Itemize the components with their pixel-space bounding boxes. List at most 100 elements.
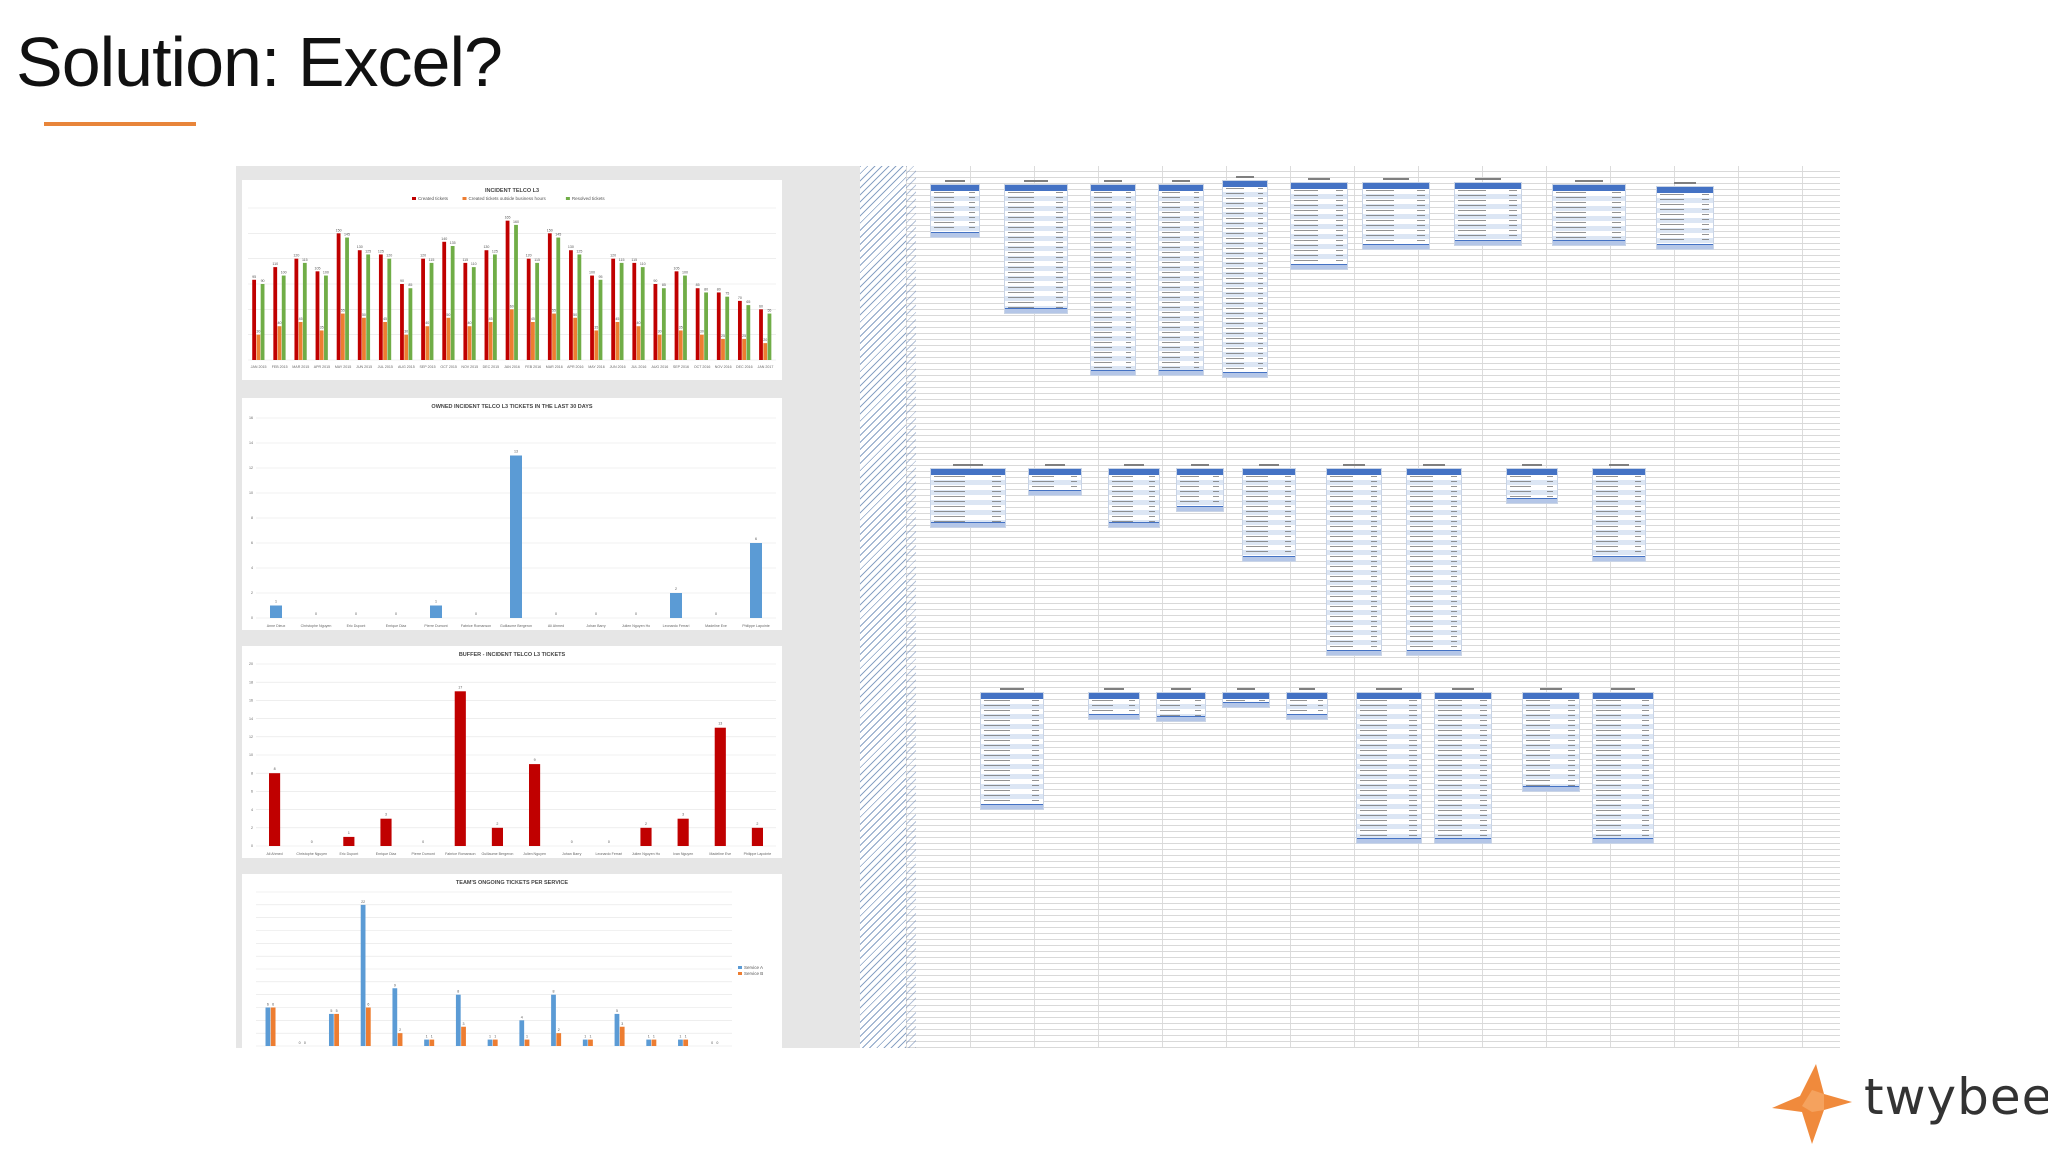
pivot-caption <box>1109 462 1159 468</box>
pivot-table[interactable] <box>1290 178 1348 270</box>
pivot-header[interactable] <box>1287 693 1327 699</box>
data-label: 95 <box>252 275 256 279</box>
pivot-table[interactable] <box>1222 688 1270 708</box>
bar <box>336 233 341 360</box>
data-label: 9 <box>394 983 396 987</box>
pivot-table[interactable] <box>1552 180 1626 246</box>
data-label: 1 <box>435 600 437 604</box>
data-label: 85 <box>662 283 666 287</box>
y-tick-label: 0 <box>251 844 253 848</box>
pivot-rows <box>1363 189 1429 249</box>
pivot-table[interactable] <box>1108 464 1160 528</box>
pivot-table[interactable] <box>1286 688 1328 720</box>
y-tick-label: 4 <box>251 808 253 812</box>
pivot-table[interactable] <box>1506 464 1558 504</box>
pivot-table[interactable] <box>930 180 980 238</box>
bar <box>365 1007 371 1046</box>
data-label: 160 <box>513 220 519 224</box>
data-label: 0 <box>608 840 610 844</box>
pivot-header[interactable] <box>1091 185 1135 191</box>
pivot-table[interactable] <box>1592 464 1646 562</box>
pivot-header[interactable] <box>1005 185 1067 191</box>
bar <box>636 326 641 360</box>
pivot-table[interactable] <box>1242 464 1296 562</box>
pivot-header[interactable] <box>1593 693 1653 699</box>
pivot-header[interactable] <box>1177 469 1223 475</box>
pivot-table[interactable] <box>1088 688 1140 720</box>
y-tick-label: 12 <box>249 466 253 470</box>
data-label: 45 <box>489 317 493 321</box>
pivot-table[interactable] <box>1326 464 1382 656</box>
bar <box>488 322 493 360</box>
pivot-header[interactable] <box>1223 181 1267 187</box>
data-label: 1 <box>348 831 350 835</box>
x-tick-label: JAN 2017 <box>758 365 774 369</box>
pivot-header[interactable] <box>1223 693 1269 699</box>
pivot-header[interactable] <box>1407 469 1461 475</box>
pivot-table[interactable] <box>1156 688 1206 722</box>
pivot-header[interactable] <box>1435 693 1491 699</box>
pivot-table[interactable] <box>1454 178 1522 246</box>
pivot-header[interactable] <box>931 469 1005 475</box>
pivot-table[interactable] <box>1028 464 1082 496</box>
pivot-header[interactable] <box>1553 185 1625 191</box>
pivot-table[interactable] <box>1592 688 1654 844</box>
pivot-table[interactable] <box>1656 182 1714 250</box>
pivot-header[interactable] <box>1363 183 1429 189</box>
pivot-table[interactable] <box>1090 180 1136 376</box>
bar <box>270 1007 276 1046</box>
x-tick-label: OCT 2015 <box>440 365 457 369</box>
pivot-header[interactable] <box>1157 693 1205 699</box>
pivot-table[interactable] <box>980 688 1044 810</box>
x-tick-label: Christophe Nguyen <box>296 852 327 856</box>
pivot-table[interactable] <box>1356 688 1422 844</box>
pivot-table[interactable] <box>1406 464 1462 656</box>
bar <box>640 267 645 360</box>
pivot-table[interactable] <box>1434 688 1492 844</box>
bar <box>615 322 620 360</box>
data-label: 9 <box>534 758 536 762</box>
data-label: 30 <box>404 330 408 334</box>
pivot-table[interactable] <box>1158 180 1204 376</box>
pivot-header[interactable] <box>1029 469 1081 475</box>
pivot-header[interactable] <box>1507 469 1557 475</box>
data-label: 13 <box>514 450 518 454</box>
bar <box>357 250 362 360</box>
pivot-table[interactable] <box>1222 176 1268 378</box>
pivot-header[interactable] <box>931 185 979 191</box>
pivot-rows <box>1593 699 1653 843</box>
pivot-header[interactable] <box>1291 183 1347 189</box>
y-tick-label: 6 <box>251 790 253 794</box>
pivot-header[interactable] <box>1243 469 1295 475</box>
pivot-grand-total <box>1091 370 1135 375</box>
pivot-grand-total <box>1005 308 1067 313</box>
brand-block: twybee <box>1772 1060 2048 1144</box>
pivot-rows <box>1005 191 1067 313</box>
pivot-table[interactable] <box>1004 180 1068 314</box>
pivot-grand-total <box>931 522 1005 527</box>
pivot-header[interactable] <box>1357 693 1421 699</box>
pivot-grand-total <box>1327 650 1381 655</box>
bar <box>505 220 510 360</box>
pivot-header[interactable] <box>1089 693 1139 699</box>
pivot-header[interactable] <box>1109 469 1159 475</box>
pivot-caption <box>931 462 1005 468</box>
pivot-header[interactable] <box>1523 693 1579 699</box>
pivot-table[interactable] <box>930 464 1006 528</box>
pivot-table[interactable] <box>1176 464 1224 512</box>
y-tick-label: 0 <box>251 616 253 620</box>
data-label: 25 <box>742 334 746 338</box>
pivot-table[interactable] <box>1362 178 1430 250</box>
pivot-header[interactable] <box>1159 185 1203 191</box>
bar <box>611 258 616 360</box>
pivot-header[interactable] <box>1455 183 1521 189</box>
pivot-header[interactable] <box>1327 469 1381 475</box>
y-tick-label: 8 <box>251 771 253 775</box>
bar <box>721 338 725 360</box>
pivot-tables-sheet[interactable] <box>906 166 1840 1048</box>
pivot-header[interactable] <box>981 693 1043 699</box>
pivot-table[interactable] <box>1522 688 1580 792</box>
data-label: 40 <box>468 321 472 325</box>
pivot-header[interactable] <box>1657 187 1713 193</box>
pivot-header[interactable] <box>1593 469 1645 475</box>
